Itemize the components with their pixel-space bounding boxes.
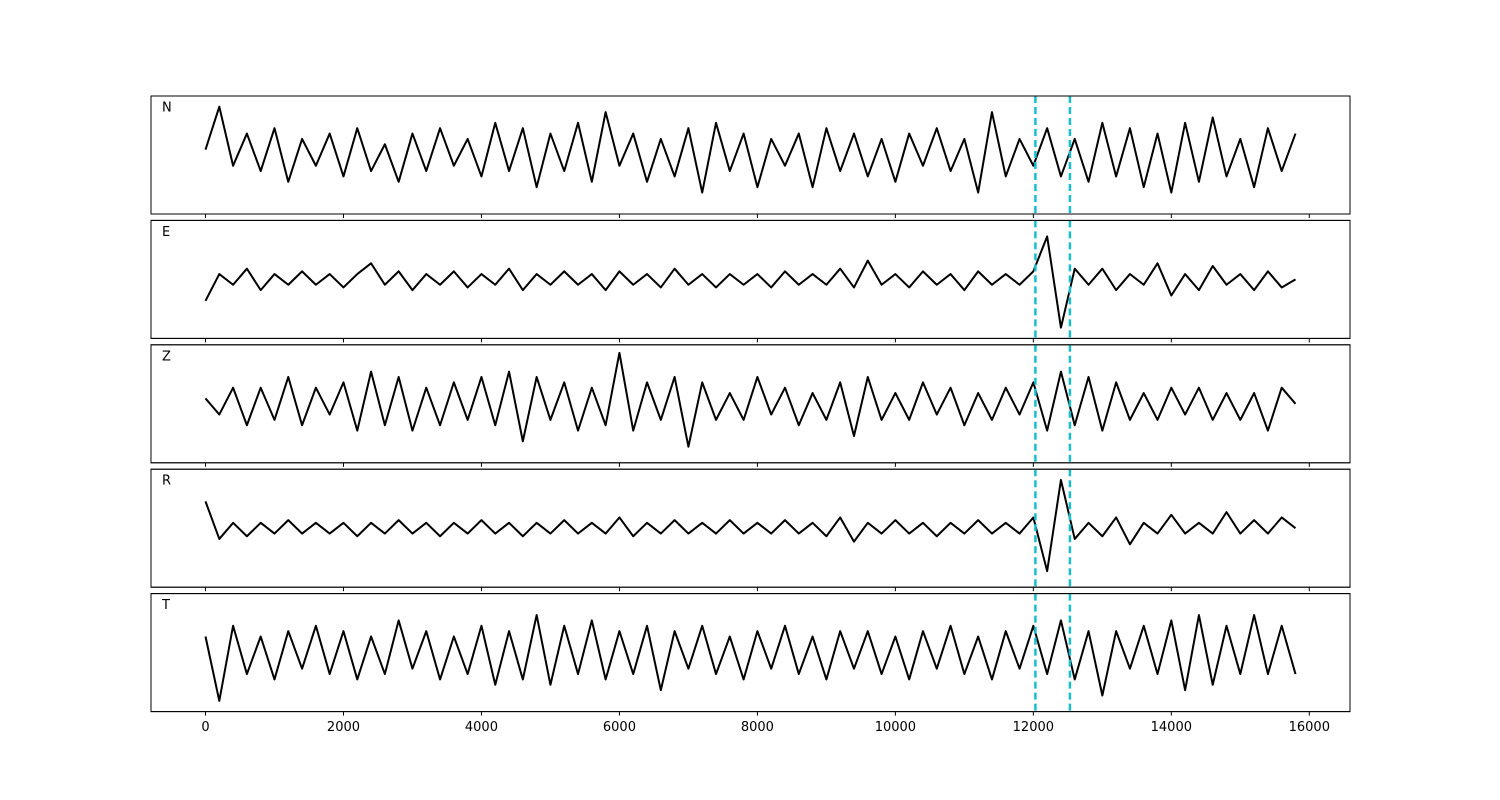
- trace: [204, 235, 1297, 329]
- axes-border: [150, 344, 1351, 464]
- x-tick-label: 10000: [875, 720, 916, 735]
- axes-frame: [150, 344, 1351, 464]
- trace: [204, 105, 1297, 194]
- panel-label: R: [162, 474, 171, 489]
- axes-border: [150, 219, 1351, 339]
- x-tick-label: 6000: [603, 720, 636, 735]
- x-tick-label: 14000: [1151, 720, 1192, 735]
- axes-border: [150, 593, 1351, 713]
- panel-label: T: [161, 598, 170, 613]
- axes-border: [150, 468, 1351, 588]
- trace: [204, 478, 1297, 573]
- axes-frame: [150, 95, 1351, 215]
- axes-border: [150, 95, 1351, 215]
- x-tick-label: 12000: [1013, 720, 1054, 735]
- panel-label: N: [162, 101, 172, 116]
- trace: [204, 614, 1297, 702]
- x-tick-label: 2000: [327, 720, 360, 735]
- trace: [204, 351, 1297, 448]
- x-tick-label: 0: [201, 720, 209, 735]
- x-tick-label: 16000: [1289, 720, 1330, 735]
- x-tick-label: 4000: [465, 720, 498, 735]
- x-tick-label: 8000: [741, 720, 774, 735]
- panel-label: Z: [162, 349, 171, 364]
- panel-label: E: [162, 225, 170, 240]
